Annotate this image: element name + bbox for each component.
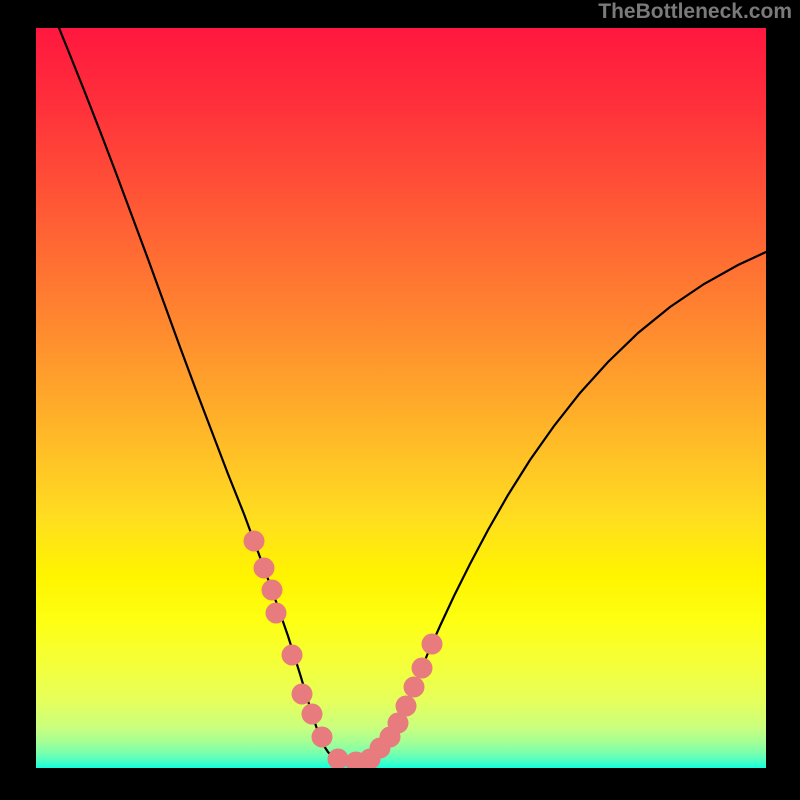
data-marker (254, 558, 275, 579)
curve-left-branch (59, 28, 349, 763)
chart-svg (36, 28, 766, 768)
data-marker (302, 704, 323, 725)
data-marker (266, 603, 287, 624)
data-marker (244, 531, 265, 552)
watermark-text: TheBottleneck.com (598, 0, 792, 24)
data-marker (282, 645, 303, 666)
data-marker (404, 677, 425, 698)
marker-group-left (244, 531, 349, 769)
data-marker (422, 634, 443, 655)
data-marker (412, 658, 433, 679)
marker-group-right (346, 634, 443, 769)
plot-area (36, 28, 766, 768)
data-marker (396, 696, 417, 717)
data-marker (262, 580, 283, 601)
data-marker (312, 727, 333, 748)
data-marker (292, 684, 313, 705)
data-marker (328, 749, 349, 769)
